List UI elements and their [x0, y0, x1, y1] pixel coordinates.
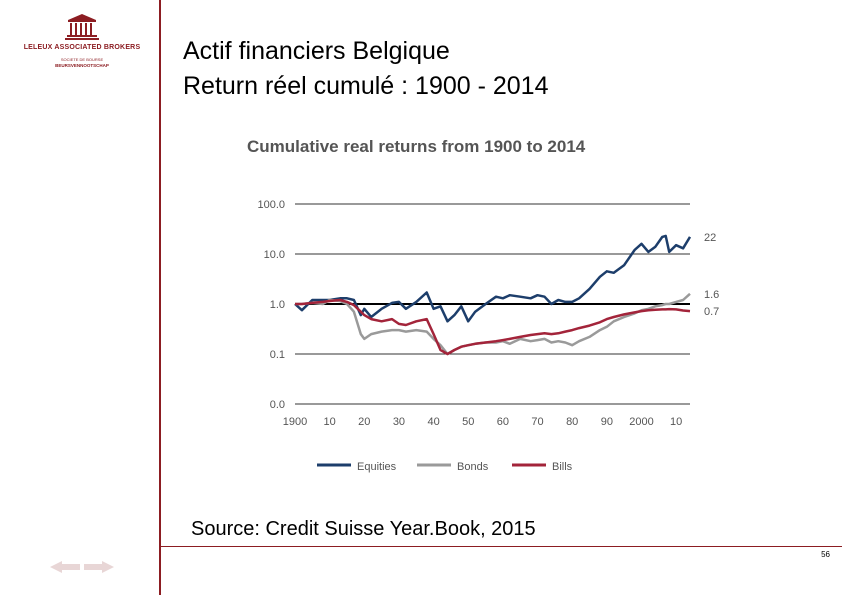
source-note: Source: Credit Suisse Year.Book, 2015 [191, 518, 536, 540]
y-tick-label-1: 10.0 [264, 249, 285, 261]
x-tick-label-7: 70 [531, 416, 543, 428]
slide-title: Actif financiers Belgique Return réel cu… [183, 34, 549, 104]
x-tick-label-6: 60 [497, 416, 509, 428]
y-tick-label-0: 100.0 [257, 199, 285, 211]
x-tick-label-8: 80 [566, 416, 578, 428]
y-tick-label-3: 0.1 [270, 349, 285, 361]
logo-subtitle-fr: SOCIETE DE BOURSE [60, 57, 104, 62]
next-slide-arrow-icon[interactable] [84, 561, 114, 573]
company-logo: LELEUX ASSOCIATED BROKERS SOCIETE DE BOU… [18, 12, 146, 78]
y-tick-label-2: 1.0 [270, 299, 285, 311]
x-tick-label-3: 30 [393, 416, 405, 428]
legend-label-bonds: Bonds [457, 461, 489, 473]
chart-title: Cumulative real returns from 1900 to 201… [247, 137, 586, 156]
logo-subtitle-nl: BEURSVENNOOTSCHAP [55, 63, 109, 68]
previous-slide-arrow-icon[interactable] [50, 561, 80, 573]
x-tick-label-4: 40 [427, 416, 439, 428]
end-label-bonds: 1.6 [704, 289, 719, 301]
end-label-equities: 22 [704, 232, 716, 244]
legend-label-equities: Equities [357, 461, 397, 473]
page-number: 56 [821, 550, 830, 559]
building-logo-icon [65, 14, 99, 40]
y-tick-label-4: 0.0 [270, 399, 285, 411]
legend-label-bills: Bills [552, 461, 573, 473]
series-line-bills [295, 298, 691, 356]
x-tick-label-9: 90 [601, 416, 613, 428]
slide-navigation [50, 561, 114, 573]
series-line-equities [294, 234, 692, 323]
slide-title-line-2: Return réel cumulé : 1900 - 2014 [183, 72, 549, 100]
slide-vertical-rule [159, 0, 161, 595]
footer-rule [160, 546, 842, 547]
x-tick-label-11: 10 [670, 416, 682, 428]
x-tick-label-0: 1900 [283, 416, 307, 428]
cumulative-returns-chart: Cumulative real returns from 1900 to 201… [247, 137, 719, 473]
slide-title-line-1: Actif financiers Belgique [183, 37, 450, 65]
end-label-bills: 0.7 [704, 306, 719, 318]
x-tick-label-5: 50 [462, 416, 474, 428]
x-tick-label-10: 2000 [629, 416, 653, 428]
x-tick-label-2: 20 [358, 416, 370, 428]
logo-company-name: LELEUX ASSOCIATED BROKERS [23, 44, 141, 51]
x-tick-label-1: 10 [324, 416, 336, 428]
